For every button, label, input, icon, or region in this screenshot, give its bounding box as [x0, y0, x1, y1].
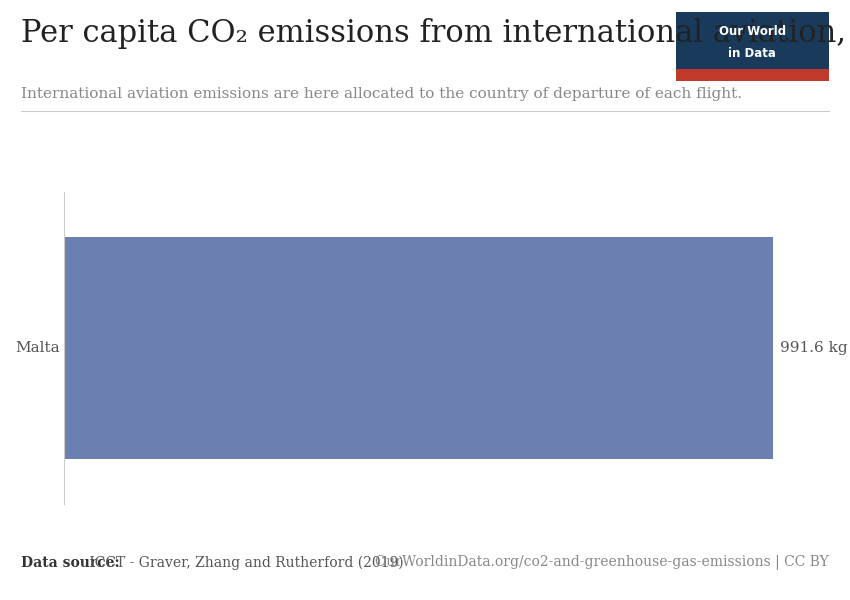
Text: Malta: Malta	[14, 341, 60, 355]
Text: Per capita CO₂ emissions from international aviation, 2018: Per capita CO₂ emissions from internatio…	[21, 18, 850, 49]
Text: in Data: in Data	[728, 47, 776, 60]
Text: OurWorldinData.org/co2-and-greenhouse-gas-emissions | CC BY: OurWorldinData.org/co2-and-greenhouse-ga…	[375, 555, 829, 570]
Text: International aviation emissions are here allocated to the country of departure : International aviation emissions are her…	[21, 87, 742, 101]
Text: ICCT - Graver, Zhang and Rutherford (2019): ICCT - Graver, Zhang and Rutherford (201…	[85, 556, 404, 570]
Text: Data source:: Data source:	[21, 556, 120, 570]
Text: Our World: Our World	[719, 25, 785, 38]
Bar	[64, 238, 774, 458]
Text: 991.6 kg: 991.6 kg	[780, 341, 848, 355]
